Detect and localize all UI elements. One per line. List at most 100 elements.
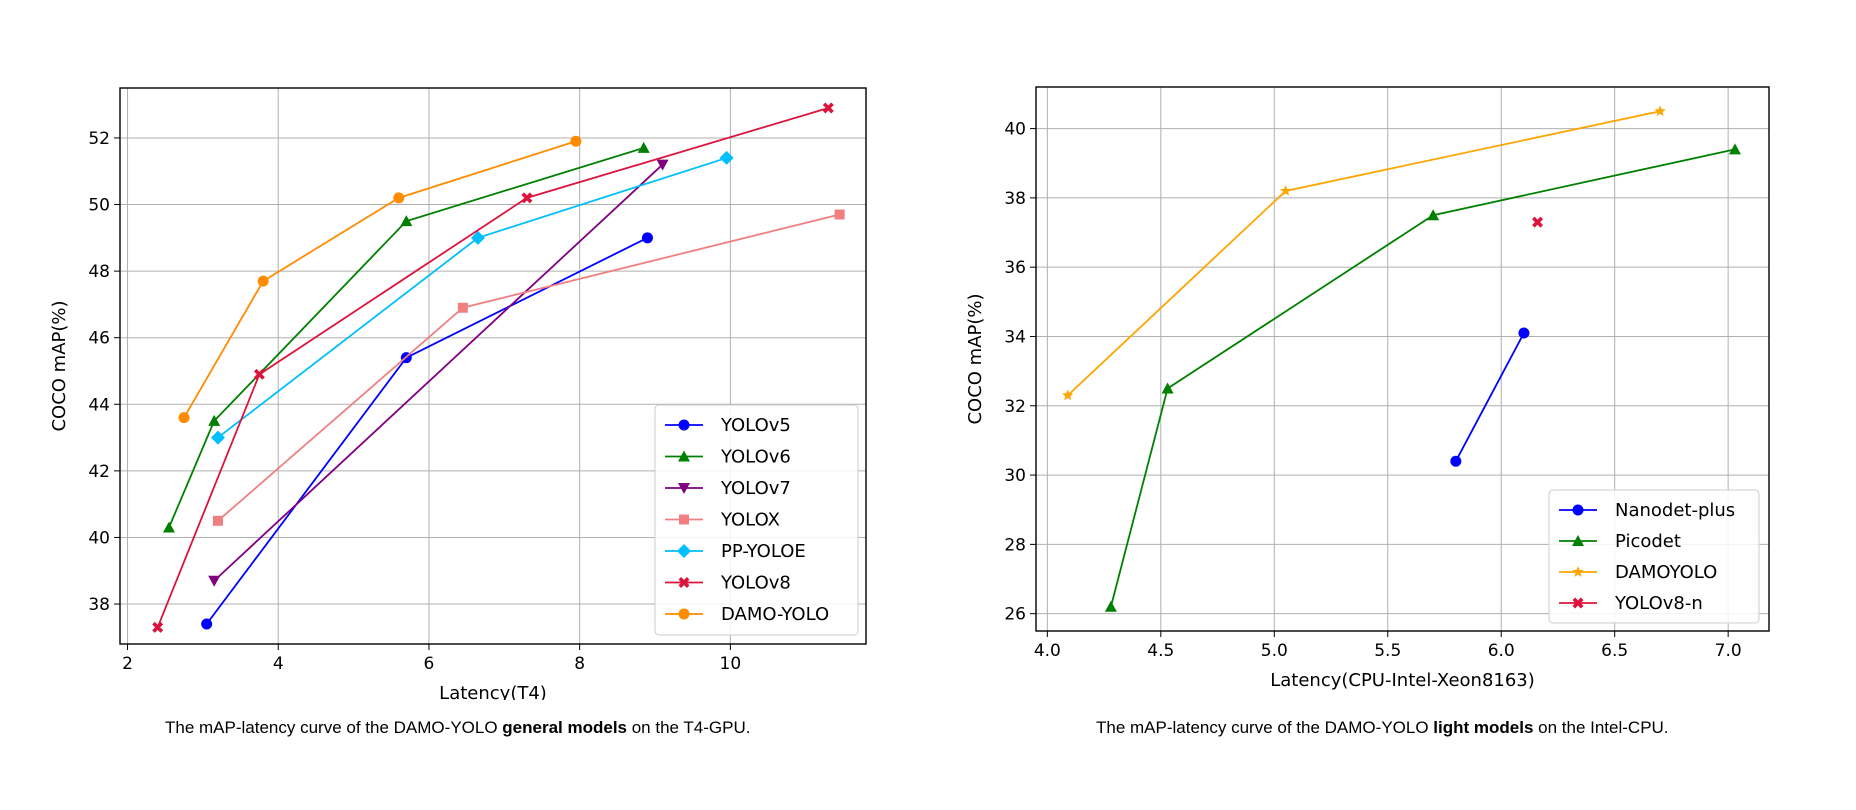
- left-series-yolov5: [201, 232, 653, 630]
- left-legend-marker: [678, 450, 690, 462]
- right-line-picodet: [1110, 148, 1736, 607]
- chart-light-models: 4.0 4.5 5.0 5.5 6.0 6.5 7.0 26 28 30 32 34 36 38 40 Lat…: [965, 86, 1770, 691]
- left-point-damo-yolo: [570, 135, 582, 147]
- left-legend-marker: [678, 419, 690, 431]
- left-legend-marker: [678, 608, 690, 620]
- left-point-yolov5: [641, 232, 653, 244]
- left-point-yolov6: [400, 215, 413, 227]
- right-point-picodet: [1104, 600, 1117, 612]
- left-point-yolov5: [201, 618, 213, 630]
- right-point-damoyolo: [1654, 105, 1666, 117]
- right-xtick-label: 4.5: [1147, 641, 1174, 661]
- caption-left-bold: general models: [502, 718, 627, 737]
- right-xtick-label: 4.0: [1034, 641, 1061, 661]
- left-legend-marker: [679, 514, 689, 525]
- left-point-yolox: [212, 515, 223, 526]
- right-xtick-label: 6.0: [1488, 641, 1515, 661]
- left-legend-item-damo-yolo: DAMO-YOLO: [665, 604, 829, 625]
- right-legend-item-damoyolo: DAMOYOLO: [1559, 562, 1717, 583]
- left-xtick-label: 10: [720, 654, 742, 674]
- right-ytick-label: 26: [1004, 605, 1026, 625]
- left-legend-label: YOLOv5: [720, 415, 791, 436]
- right-legend-item-picodet: Picodet: [1559, 531, 1681, 552]
- right-legend-marker: [1572, 504, 1584, 516]
- right-point-picodet: [1728, 143, 1741, 155]
- left-legend-item-yolov8: YOLOv8: [665, 573, 791, 594]
- left-line-damo-yolo: [183, 140, 577, 419]
- right-legend-label: Nanodet-plus: [1615, 500, 1735, 521]
- left-legend: YOLOv5 YOLOv6 YOLOv7 YOLOX PP-YOLOE YOLOv8 DAM…: [654, 404, 859, 636]
- right-legend-label: Picodet: [1615, 531, 1681, 552]
- right-xlabel: Latency(CPU-Intel-Xeon8163): [1270, 670, 1535, 691]
- left-point-yolov6: [162, 521, 175, 533]
- right-legend-label: YOLOv8-n: [1614, 593, 1703, 614]
- left-point-yolov8: [521, 192, 533, 204]
- right-ytick-label: 36: [1004, 258, 1026, 278]
- right-legend: Nanodet-plus Picodet DAMOYOLO YOLOv8-n: [1548, 489, 1760, 624]
- right-legend-item-nanodet-plus: Nanodet-plus: [1559, 500, 1735, 521]
- right-legend-marker: [1572, 597, 1584, 609]
- right-ylabel: COCO mAP(%): [965, 293, 986, 424]
- left-point-damo-yolo: [257, 275, 269, 287]
- left-point-damo-yolo: [178, 412, 190, 424]
- right-ytick-label: 34: [1004, 327, 1026, 347]
- right-xtick-label: 6.5: [1601, 641, 1628, 661]
- left-point-yolov7: [208, 575, 221, 587]
- left-legend-marker: [678, 577, 690, 588]
- left-point-yolov8: [822, 102, 834, 114]
- left-point-yolov8: [253, 368, 265, 380]
- left-xtick-label: 2: [122, 654, 133, 674]
- caption-left: The mAP-latency curve of the DAMO-YOLO g…: [165, 718, 750, 738]
- left-point-yolov6: [208, 414, 221, 426]
- left-series-yolov7: [208, 159, 669, 587]
- right-legend-box: [1548, 489, 1760, 624]
- right-ytick-label: 38: [1004, 189, 1026, 209]
- left-point-damo-yolo: [393, 192, 405, 204]
- left-line-pp-yoloe: [217, 157, 727, 439]
- left-point-pp-yoloe: [470, 230, 485, 245]
- left-legend-label: YOLOv7: [720, 478, 791, 499]
- left-point-yolov7: [656, 159, 669, 171]
- right-xtick-label: 5.5: [1374, 641, 1401, 661]
- left-line-yolov7: [213, 163, 664, 582]
- right-legend-marker: [1572, 535, 1584, 546]
- left-xtick-label: 4: [273, 654, 284, 674]
- left-legend-item-yolov7: YOLOv7: [665, 478, 791, 499]
- right-line-nanodet-plus: [1455, 332, 1525, 462]
- right-legend-marker: [1572, 566, 1584, 577]
- right-point-nanodet-plus: [1450, 455, 1462, 467]
- left-xtick-label: 8: [574, 654, 585, 674]
- left-series-yolov6: [162, 141, 650, 533]
- left-xtick-label: 6: [424, 654, 435, 674]
- left-legend-label: YOLOX: [720, 510, 780, 531]
- caption-right-pre: The mAP-latency curve of the DAMO-YOLO: [1096, 718, 1434, 737]
- left-legend-item-yolox: YOLOX: [665, 510, 780, 531]
- left-xlabel: Latency(T4): [439, 683, 547, 700]
- left-legend-marker: [677, 544, 691, 558]
- left-ytick-label: 48: [88, 262, 110, 282]
- right-point-picodet: [1427, 209, 1440, 221]
- right-xtick-label: 5.0: [1261, 641, 1288, 661]
- left-legend-marker: [678, 483, 690, 494]
- left-legend-label: PP-YOLOE: [721, 541, 806, 562]
- right-point-nanodet-plus: [1518, 327, 1530, 339]
- right-point-damoyolo: [1279, 184, 1292, 196]
- left-point-yolox: [834, 209, 845, 220]
- left-legend-box: [654, 404, 859, 636]
- left-legend-label: YOLOv8: [720, 573, 791, 594]
- right-legend-item-yolov8-n: YOLOv8-n: [1559, 593, 1703, 614]
- left-ytick-label: 46: [88, 329, 110, 349]
- left-series-yolov8: [152, 102, 834, 633]
- left-ylabel: COCO mAP(%): [49, 300, 70, 431]
- right-point-yolov8-n: [1532, 216, 1543, 228]
- left-ytick-label: 50: [88, 196, 110, 216]
- right-ytick-label: 28: [1004, 535, 1026, 555]
- left-ytick-label: 42: [88, 462, 110, 482]
- right-line-damoyolo: [1067, 110, 1661, 397]
- right-point-damoyolo: [1062, 389, 1074, 401]
- left-legend-item-yolov6: YOLOv6: [665, 447, 791, 468]
- right-ytick-label: 32: [1004, 397, 1026, 417]
- right-ytick-label: 30: [1004, 466, 1026, 486]
- caption-right-bold: light models: [1433, 718, 1534, 737]
